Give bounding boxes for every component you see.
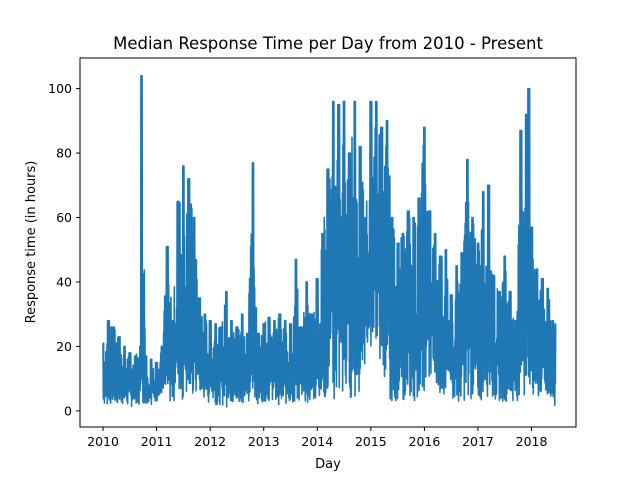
x-tick-label: 2012 [194, 434, 226, 449]
series-line-0 [102, 74, 557, 408]
x-tick-label: 2011 [141, 434, 173, 449]
data-series [102, 74, 557, 408]
x-tick-label: 2015 [355, 434, 387, 449]
x-tick-label: 2014 [301, 434, 333, 449]
x-tick-label: 2016 [409, 434, 441, 449]
y-tick-label: 100 [48, 81, 72, 96]
y-tick-label: 60 [56, 210, 72, 225]
x-tick-label: 2017 [462, 434, 494, 449]
y-tick-label: 20 [56, 339, 72, 354]
y-tick-label: 0 [64, 403, 72, 418]
y-axis-label: Response time (in hours) [24, 161, 39, 324]
plot-frame [79, 57, 577, 428]
x-tick-label: 2010 [87, 434, 119, 449]
y-tick-label: 80 [56, 146, 72, 161]
x-tick-label: 2013 [248, 434, 280, 449]
y-tick-label: 40 [56, 274, 72, 289]
chart-title: Median Response Time per Day from 2010 -… [113, 34, 543, 53]
axis-ticks: 2010 2011 2012 2013 2014 2015 2016 2017 2018 0 20 4… [48, 81, 547, 449]
x-tick-label: 2018 [516, 434, 548, 449]
x-axis-label: Day [315, 457, 341, 472]
